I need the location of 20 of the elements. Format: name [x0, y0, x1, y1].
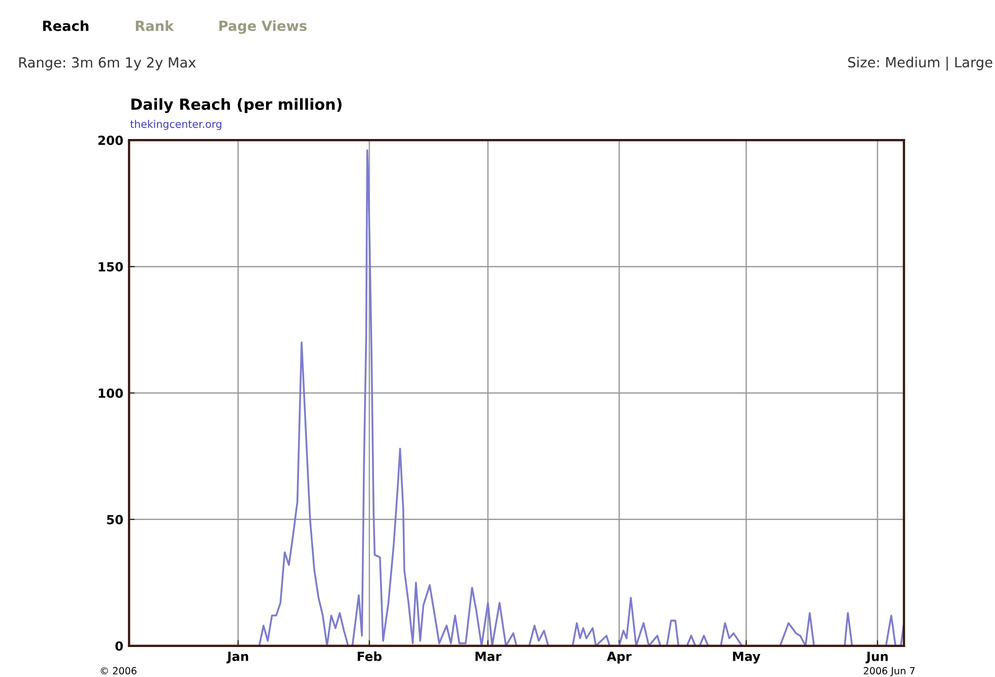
text: Page Views [219, 20, 307, 34]
text: Size: Medium | Large [848, 56, 992, 71]
text: Rank [136, 20, 174, 32]
x-tick-label: Jun [866, 652, 888, 664]
x-tick-label: Feb [358, 651, 382, 662]
y-tick-label: 100 [98, 388, 123, 398]
text: Reach [43, 20, 88, 32]
x-tick-label: Jan [226, 652, 248, 664]
y-tick-label: 0 [115, 641, 123, 651]
x-tick-label: Mar [476, 652, 502, 662]
chart-subtitle: thekingcenter.org [130, 120, 222, 130]
text: © 2006 [100, 667, 136, 674]
text: Range: 3m 6m 1y 2y Max [19, 57, 196, 70]
y-tick-label: 50 [107, 514, 123, 524]
x-tick-label: Apr [606, 652, 632, 664]
text: 2006 Jun 7 [864, 667, 915, 676]
x-tick-label: May [733, 652, 760, 664]
chart-title: Daily Reach (per million) [131, 98, 342, 114]
y-tick-label: 200 [98, 136, 123, 146]
y-tick-label: 150 [98, 262, 123, 272]
